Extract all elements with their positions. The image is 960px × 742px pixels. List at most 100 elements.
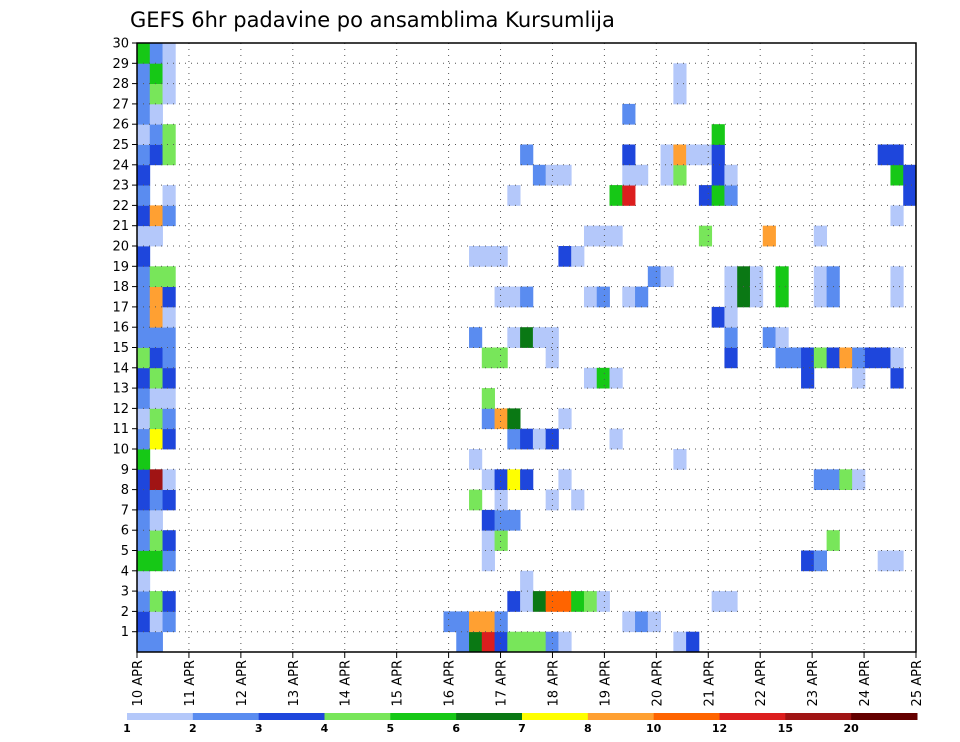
heatmap-cell [520,591,534,612]
heatmap-cell [162,205,176,227]
heatmap-cell [137,327,151,348]
heatmap-cell [162,489,176,511]
heatmap-cell [877,550,891,572]
heatmap-cell [137,428,151,450]
heatmap-cell [137,591,151,612]
heatmap-cell [724,266,738,287]
heatmap-cell [622,611,636,633]
x-tick-label: 10 APR [131,660,146,706]
heatmap-cell [724,185,738,206]
x-tick-label: 22 APR [754,660,769,706]
heatmap-cell [149,388,163,409]
y-tick-label: 15 [112,341,129,356]
heatmap-cell [813,347,828,369]
heatmap-cell [571,246,585,267]
heatmap-cell [724,286,738,308]
heatmap-cell [137,306,151,328]
heatmap-cell [801,550,815,572]
heatmap-cell [456,611,470,633]
x-tick-label: 21 APR [702,660,717,706]
y-tick-label: 23 [112,179,129,194]
heatmap-cell [162,611,176,633]
heatmap-cell [864,347,879,369]
x-tick-label: 13 APR [287,660,302,706]
heatmap-cell [494,631,508,653]
heatmap-cell [596,591,610,612]
legend-swatch [785,713,852,720]
heatmap-cell [149,347,163,369]
heatmap-cell [839,347,853,369]
heatmap-cell [494,469,508,490]
heatmap-cell [494,286,508,308]
heatmap-cell [137,449,151,470]
heatmap-cell [162,428,176,450]
heatmap-cell [137,489,151,511]
heatmap-cell [852,347,866,369]
heatmap-cell [698,225,713,247]
heatmap-cell [839,469,853,490]
heatmap-cell [737,286,751,308]
heatmap-cell [481,469,495,490]
heatmap-cell [647,266,661,287]
x-tick-label: 19 APR [598,660,613,706]
heatmap-cell [481,408,495,430]
heatmap-cell [724,327,738,348]
y-tick-label: 14 [112,361,129,376]
heatmap-cell [647,611,661,633]
x-tick-label: 23 APR [806,660,821,706]
heatmap-cell [801,367,815,389]
y-tick-label: 27 [112,97,129,112]
heatmap-cell [558,631,572,653]
heatmap-cell [494,246,508,267]
heatmap-cell [481,550,495,572]
heatmap-cell [635,286,649,308]
heatmap-cell [596,367,610,389]
heatmap-cell [162,347,176,369]
heatmap-cell [507,185,521,206]
heatmap-cell [469,246,483,267]
heatmap-cell [520,570,534,592]
heatmap-cell [801,347,815,369]
heatmap-cell [558,408,572,430]
heatmap-cell [494,530,508,551]
legend-label: 8 [584,722,592,735]
heatmap-cell [583,367,598,389]
heatmap-cell [507,428,521,450]
y-tick-label: 13 [112,382,129,397]
heatmap-cell [149,286,163,308]
legend-swatch [653,713,720,720]
heatmap-cell [877,144,891,166]
y-axis: 1234567891011121314151617181920212223242… [112,37,137,640]
legend-swatch [390,713,457,720]
heatmap-cell [162,124,176,145]
heatmap-cell [775,266,789,287]
heatmap-cell [622,185,636,206]
heatmap-cell [724,164,738,186]
heatmap-cell [826,266,840,287]
heatmap-cell [558,591,572,612]
heatmap-cell [622,286,636,308]
heatmap-cell [890,266,904,287]
heatmap-cell [609,225,623,247]
y-tick-label: 20 [112,240,129,255]
legend-swatch [587,713,655,720]
heatmap-cell [137,205,151,227]
heatmap-cell [507,591,521,612]
heatmap-cell [520,286,534,308]
heatmap-cell [852,469,866,490]
heatmap-cell [137,530,151,551]
heatmap-cell [660,266,674,287]
heatmap-cell [137,611,151,633]
heatmap-cell [532,327,547,348]
heatmap-cell [162,306,176,328]
heatmap-cell [149,144,163,166]
heatmap-cell [137,388,151,409]
y-tick-label: 30 [112,37,129,52]
heatmap-cell [137,164,151,186]
heatmap-cell [149,489,163,511]
color-legend: 1 2 3 4 5 6 7 8 10 12 15 20 [123,713,918,735]
heatmap-cell [162,530,176,551]
y-tick-label: 11 [112,422,129,437]
y-tick-label: 16 [112,321,129,336]
heatmap-cell [494,408,508,430]
